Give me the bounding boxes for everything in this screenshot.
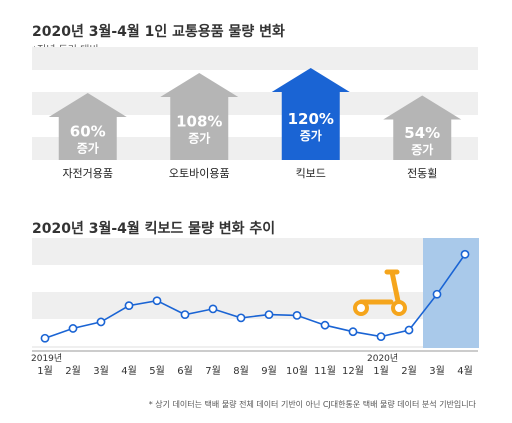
year-label: 2019년 [31, 353, 62, 364]
band [32, 137, 478, 160]
data-point [124, 301, 134, 311]
band [32, 238, 478, 265]
year-labels: 2019년 2020년 [31, 353, 398, 364]
band [32, 346, 478, 348]
x-tick-label: 4월 [457, 365, 473, 377]
kickboard-line-chart: 1월 2월 3월 4월 5월 6월 7월 8월 9월 10월 11월 12월 1월 2월 3월 4월 2019… [31, 238, 479, 377]
category-label: 전동휠 [407, 167, 437, 180]
x-tick-label: 1월 [373, 365, 389, 377]
x-axis-labels: 1월 2월 3월 4월 5월 6월 7월 8월 9월 10월 11월 12월 1월 2월 3월 4월 [32, 350, 478, 377]
data-point [404, 325, 414, 335]
background-bands [32, 238, 478, 348]
background-bands [32, 47, 478, 160]
data-point [40, 333, 50, 343]
arrow-bar-0 [48, 93, 127, 160]
category-label: 오토바이용품 [169, 167, 230, 180]
series-line [44, 253, 466, 339]
x-tick-label: 10월 [286, 365, 308, 377]
arrow-bar-3 [383, 95, 462, 160]
x-tick-label: 9월 [261, 365, 277, 377]
x-tick-label: 3월 [93, 365, 109, 377]
arrow-bar-2 [271, 68, 350, 160]
footnote: * 상기 데이터는 택배 물량 전체 데이터 기반이 아닌 CJ대한통운 택배 … [148, 400, 476, 409]
chart-title-kickboard-trend: 2020년 3월-4월 킥보드 물량 변화 추이 [32, 221, 276, 237]
x-tick-label: 1월 [37, 365, 53, 377]
scooter-icon [353, 269, 407, 316]
data-point [432, 289, 442, 299]
data-point [376, 332, 386, 341]
data-point [96, 317, 106, 327]
x-tick-label: 4월 [121, 365, 137, 377]
arrow-bar-1 [160, 73, 239, 160]
data-point [292, 311, 302, 320]
x-tick-label: 6월 [177, 365, 193, 377]
data-point [320, 320, 330, 330]
x-tick-label: 11월 [314, 365, 336, 377]
chart-title-transport: 2020년 3월-4월 1인 교통용품 물량 변화 [32, 24, 285, 40]
band [32, 292, 478, 319]
line-series [44, 253, 466, 339]
value-label: 108% [176, 113, 222, 131]
data-point [236, 313, 246, 323]
band [32, 47, 478, 70]
x-tick-label: 2월 [65, 365, 81, 377]
x-tick-label: 3월 [429, 365, 445, 377]
x-tick-label: 8월 [233, 365, 249, 377]
scooter-wheel [353, 300, 369, 316]
data-point [68, 324, 78, 333]
data-point [264, 310, 274, 319]
data-points [40, 249, 470, 343]
category-label: 킥보드 [296, 167, 326, 180]
data-point [348, 327, 358, 337]
year-label: 2020년 [367, 353, 398, 364]
x-tick-label: 2월 [401, 365, 417, 377]
data-point [208, 304, 218, 314]
scooter-wheel [391, 300, 407, 316]
value-label: 120% [288, 110, 334, 128]
highlight-range [423, 238, 479, 348]
data-point [460, 249, 470, 259]
x-tick-label: 5월 [149, 365, 165, 377]
band [32, 92, 478, 115]
category-label: 자전거용품 [62, 167, 113, 180]
data-point [180, 310, 190, 319]
value-suffix: 증가 [300, 128, 322, 143]
x-tick-label: 7월 [205, 365, 221, 377]
highlight-band [423, 238, 479, 348]
value-suffix: 증가 [411, 142, 433, 157]
data-point [152, 296, 162, 306]
x-tick-label: 12월 [342, 365, 364, 377]
value-suffix: 증가 [77, 141, 99, 156]
value-label: 60% [70, 123, 106, 141]
value-suffix: 증가 [188, 131, 210, 146]
value-label: 54% [404, 124, 440, 142]
